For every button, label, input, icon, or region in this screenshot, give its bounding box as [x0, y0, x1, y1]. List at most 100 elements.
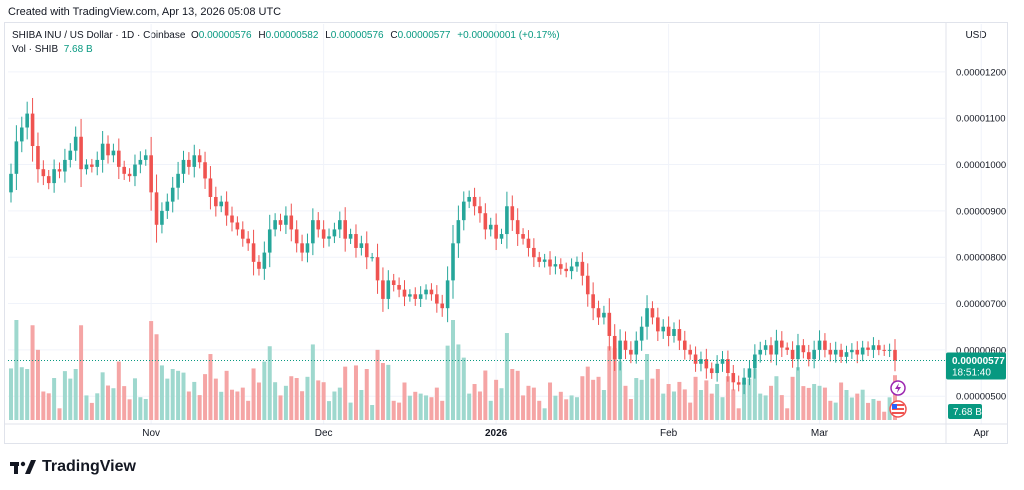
currency-selector[interactable]: USD: [965, 30, 987, 41]
volume-bar: [353, 365, 358, 420]
volume-bar: [591, 379, 596, 420]
volume-bar: [116, 361, 121, 420]
candle-body: [246, 238, 250, 244]
volume-bar: [41, 391, 46, 420]
candle: [559, 258, 563, 275]
candle-body: [176, 173, 180, 188]
candle: [580, 252, 585, 286]
volume-bar: [52, 378, 57, 420]
candle-body: [219, 201, 224, 207]
candle: [704, 348, 709, 379]
candle-body: [273, 220, 277, 230]
volume-bar: [639, 379, 644, 420]
y-tick-label: 0.00001200: [956, 67, 1006, 78]
volume-bar: [558, 391, 563, 420]
candle: [666, 316, 671, 347]
candle: [526, 230, 531, 257]
volume-bar: [57, 408, 62, 420]
candle: [316, 212, 321, 238]
candle-body: [284, 215, 288, 225]
volume-bar: [548, 382, 553, 420]
candle: [758, 341, 763, 363]
candle-body: [763, 345, 768, 350]
symbol-legend[interactable]: SHIBA INU / US Dollar · 1D · Coinbase O0…: [12, 30, 564, 41]
y-tick-label: 0.00000600: [956, 345, 1006, 356]
candle-body: [257, 261, 261, 269]
volume-bar: [154, 334, 159, 420]
candle: [418, 286, 423, 308]
candle: [154, 174, 159, 243]
volume-bar: [672, 391, 676, 420]
candle-body: [36, 146, 40, 170]
candle-body: [585, 275, 590, 295]
candle-body: [812, 349, 816, 360]
candle: [46, 170, 51, 190]
volume-bar: [68, 378, 73, 420]
candle: [499, 228, 504, 245]
candle: [332, 222, 337, 244]
volume-bar: [391, 400, 396, 420]
candle: [203, 151, 207, 189]
candle: [149, 136, 153, 211]
volume-bar: [208, 354, 213, 420]
candle-body: [456, 220, 461, 244]
candle-body: [305, 243, 310, 253]
candle: [408, 289, 412, 302]
volume-bar: [370, 405, 375, 420]
volume-bar: [736, 408, 741, 420]
candle-body: [780, 340, 784, 348]
volume-bar: [278, 395, 283, 420]
candle-body: [343, 220, 347, 239]
volume-bar: [294, 378, 299, 420]
candle-body: [181, 159, 186, 174]
candle-body: [575, 261, 579, 267]
candle: [699, 351, 703, 372]
candle: [100, 130, 105, 173]
candle-body: [338, 220, 342, 230]
open-label: O: [190, 30, 199, 41]
volume-bar: [521, 395, 526, 420]
chart-frame[interactable]: [4, 22, 1008, 444]
volume-bar: [553, 395, 558, 420]
candle-body: [645, 308, 649, 327]
candle: [774, 329, 779, 366]
created-with-caption: Created with TradingView.com, Apr 13, 20…: [8, 6, 282, 18]
candle: [650, 301, 655, 325]
candle-body: [564, 268, 568, 272]
candle-body: [720, 359, 725, 364]
volume-bar: [375, 349, 380, 420]
volume-bar: [321, 382, 326, 420]
candle: [591, 282, 595, 321]
candle: [273, 213, 277, 237]
volume-bar: [35, 349, 40, 420]
candle-body: [170, 187, 175, 202]
volume-bar: [246, 400, 251, 420]
candle-body: [871, 345, 876, 350]
candle: [736, 375, 741, 392]
candle: [133, 154, 137, 187]
candle: [521, 228, 525, 245]
candle-body: [596, 308, 601, 318]
candle: [510, 195, 515, 231]
candle-body: [731, 373, 736, 383]
volume-bar: [159, 365, 164, 420]
candle-body: [127, 173, 132, 177]
volume-bar: [19, 367, 24, 420]
candle-series: [9, 97, 897, 395]
candle: [143, 149, 148, 166]
candle-body: [817, 340, 822, 350]
volume-legend[interactable]: Vol · SHIB 7.68 B: [12, 44, 93, 55]
candle-body: [203, 162, 207, 179]
candle: [882, 344, 887, 356]
candle-body: [483, 213, 488, 230]
volume-bar: [645, 354, 650, 420]
candle: [402, 280, 407, 307]
candle-body: [548, 259, 552, 267]
volume-bar: [580, 376, 585, 420]
countdown-value: 18:51:40: [952, 368, 991, 379]
volume-series: [9, 320, 897, 420]
candle: [230, 206, 234, 232]
candle: [386, 270, 391, 310]
candle-body: [429, 289, 434, 295]
